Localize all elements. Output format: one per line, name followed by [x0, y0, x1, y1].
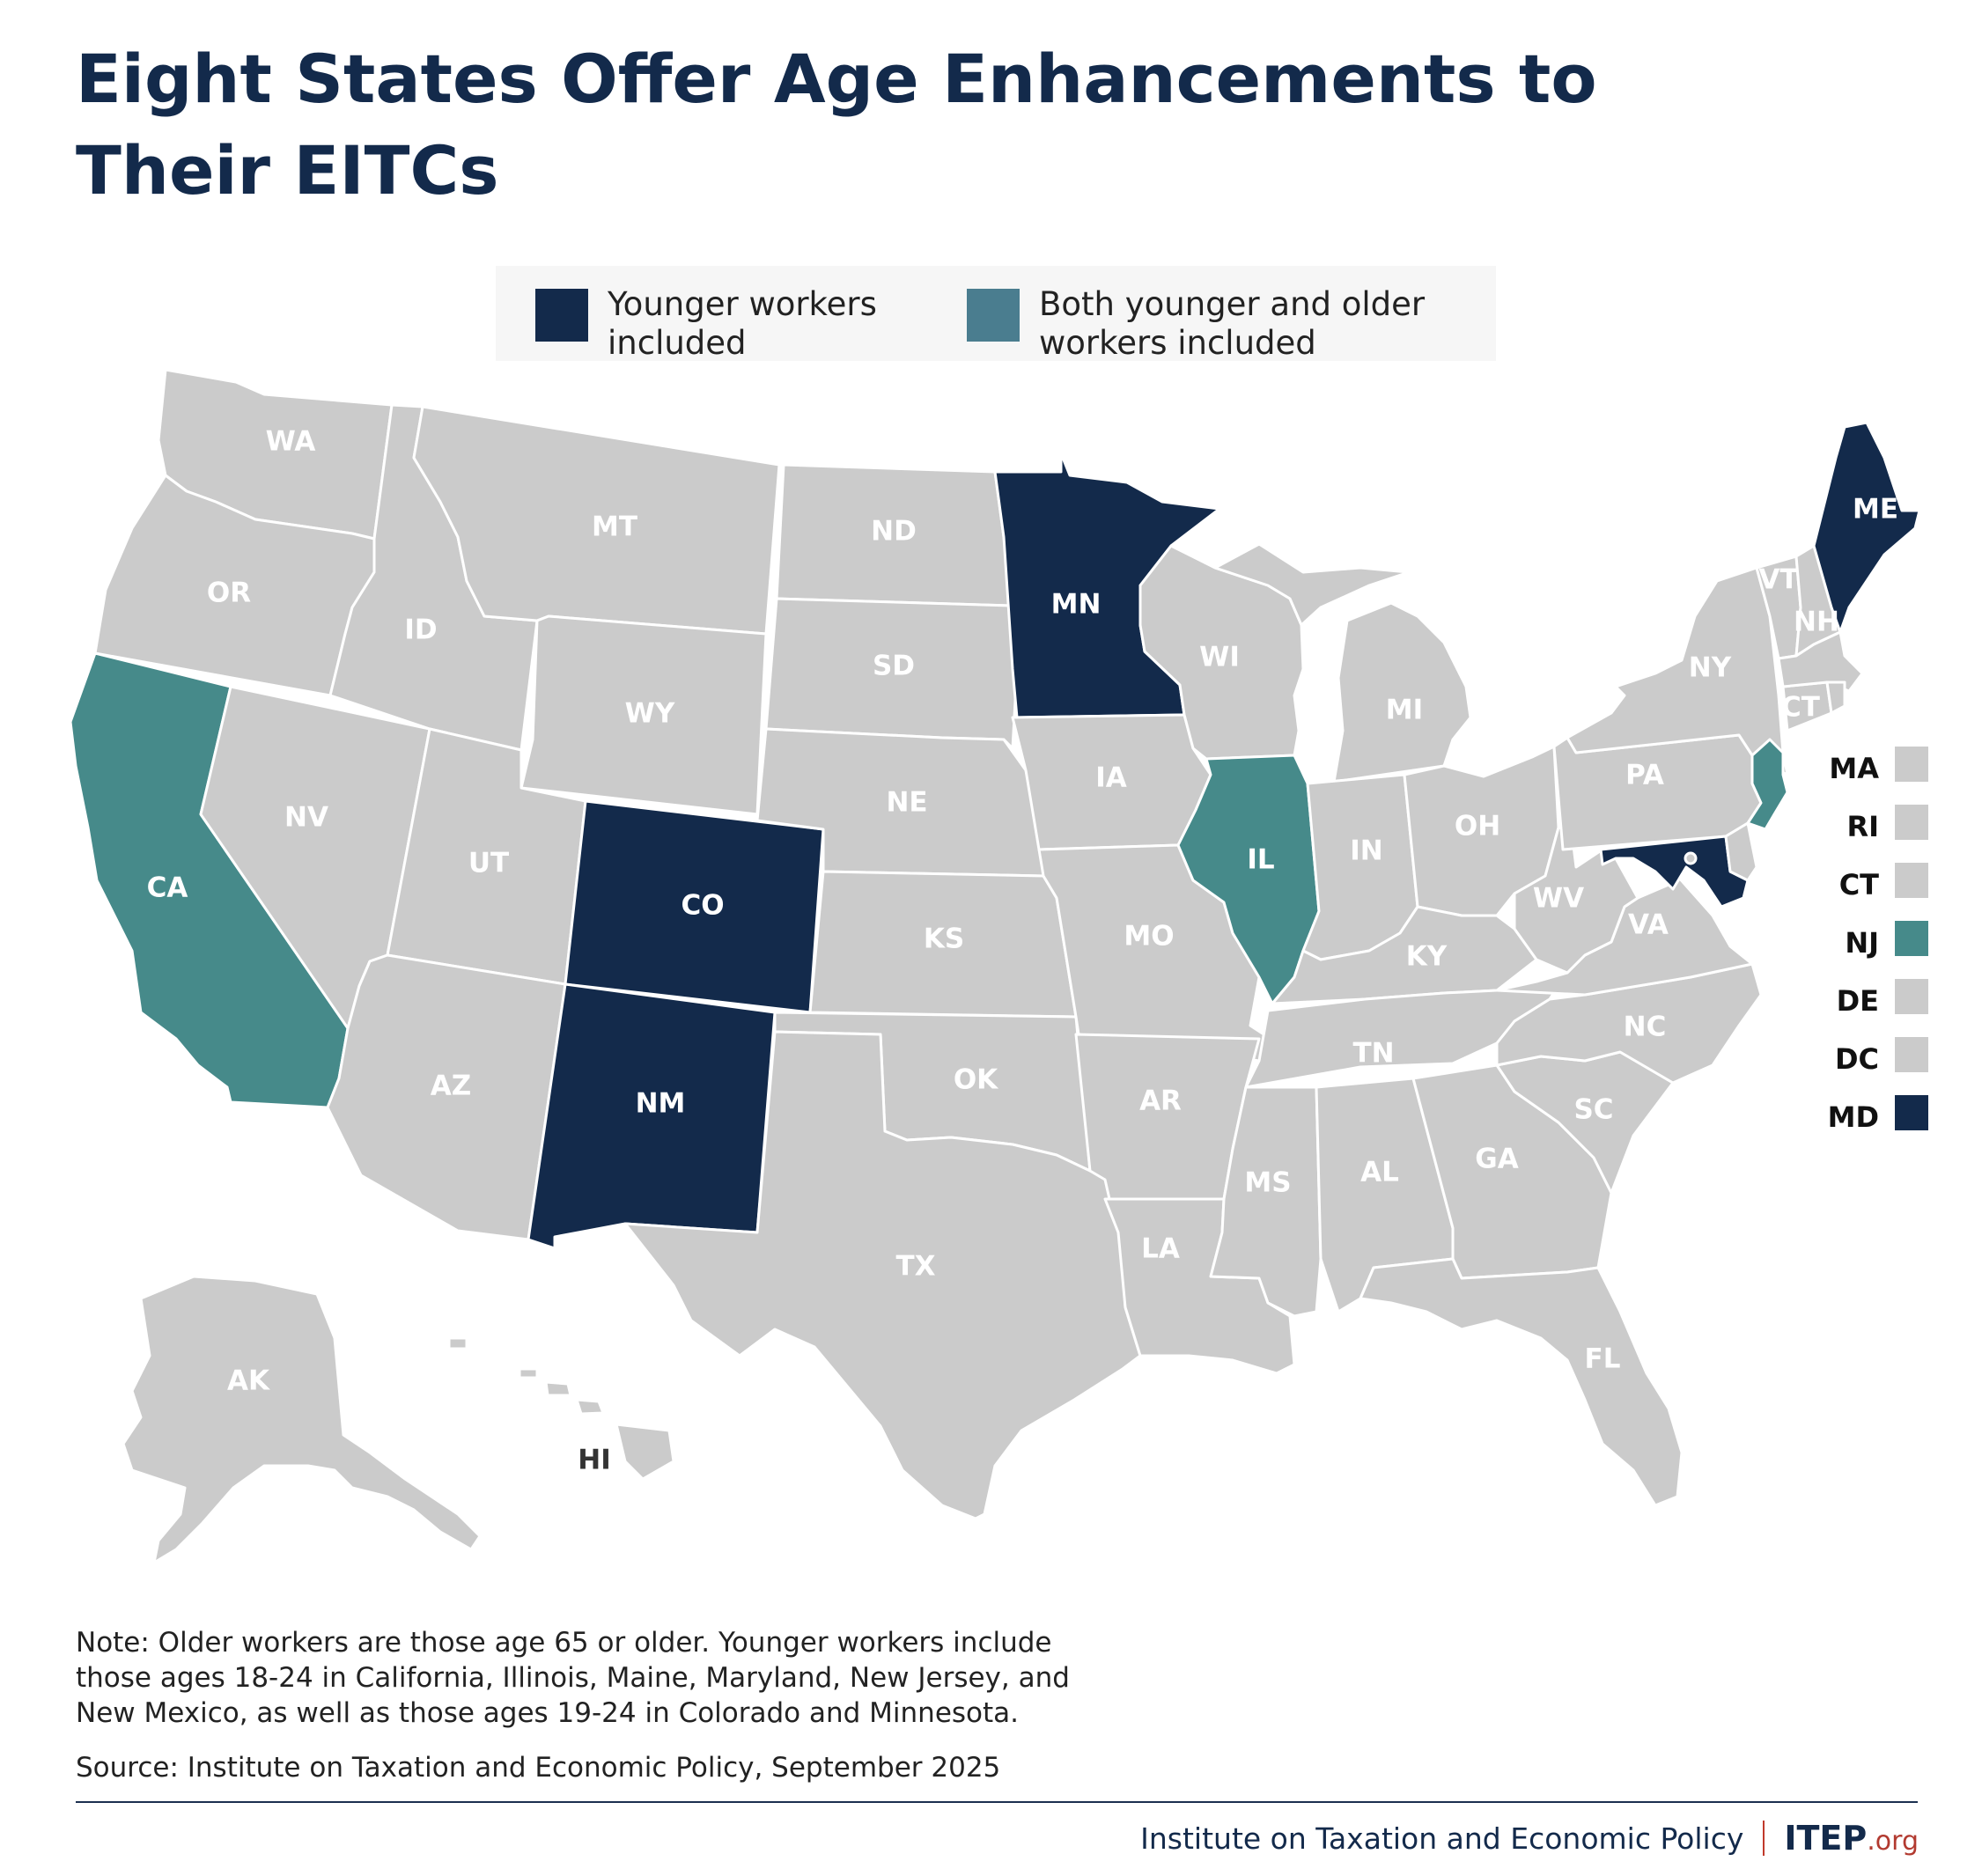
state-tx [623, 1030, 1142, 1520]
state-label-ia: IA [1095, 762, 1127, 794]
state-label-me: ME [1853, 494, 1898, 526]
footer-org-name: Institute on Taxation and Economic Polic… [1140, 1821, 1744, 1856]
state-label-ms: MS [1244, 1167, 1291, 1199]
small-state-de: DE [1796, 979, 1928, 1037]
source-text: Source: Institute on Taxation and Econom… [76, 1752, 1001, 1784]
footer-logo-main: ITEP [1784, 1819, 1868, 1858]
footer: Institute on Taxation and Economic Polic… [1140, 1819, 1919, 1858]
state-nj [1746, 738, 1789, 831]
state-label-nv: NV [284, 802, 328, 834]
legend-label-younger: Younger workers included [608, 285, 877, 362]
state-label-oh: OH [1455, 811, 1500, 842]
legend-item-both: Both younger and older workers included [967, 285, 1425, 363]
state-ak [122, 1275, 482, 1564]
state-label-pa: PA [1625, 760, 1664, 791]
state-label-al: AL [1360, 1157, 1399, 1188]
state-label-ar: AR [1139, 1085, 1182, 1117]
state-label-ks: KS [924, 923, 964, 955]
small-state-md: MD [1796, 1095, 1928, 1153]
small-state-label: DE [1836, 984, 1879, 1018]
small-states-legend: MA RI CT NJ DE DC MD [1796, 747, 1928, 1153]
note-text: Note: Older workers are those age 65 or … [76, 1627, 1070, 1729]
notes: Note: Older workers are those age 65 or … [76, 1625, 1308, 1785]
state-me [1812, 421, 1921, 634]
small-state-swatch [1895, 747, 1928, 782]
state-label-ny: NY [1689, 652, 1732, 684]
state-label-il: IL [1247, 844, 1274, 876]
state-label-nc: NC [1624, 1012, 1667, 1043]
state-label-sd: SD [873, 651, 915, 682]
state-label-az: AZ [431, 1070, 471, 1102]
footer-divider [76, 1801, 1918, 1803]
state-ma [1777, 630, 1864, 693]
state-label-wa: WA [266, 426, 316, 458]
state-label-nm: NM [636, 1088, 686, 1120]
state-label-wv: WV [1533, 883, 1584, 915]
legend-label-both: Both younger and older workers included [1039, 285, 1426, 362]
small-state-label: MD [1827, 1100, 1879, 1134]
state-label-fl: FL [1585, 1343, 1621, 1375]
state-label-ne: NE [886, 787, 927, 819]
small-state-swatch [1895, 979, 1928, 1014]
small-state-dc: DC [1796, 1037, 1928, 1095]
small-state-label: RI [1846, 810, 1879, 843]
state-label-id: ID [404, 614, 437, 646]
state-label-va: VA [1628, 909, 1669, 941]
state-label-mt: MT [592, 511, 637, 543]
state-label-vt: VT [1758, 564, 1798, 596]
small-state-label: NJ [1845, 926, 1879, 960]
footer-separator [1763, 1821, 1765, 1856]
state-label-ca: CA [147, 872, 188, 904]
small-state-swatch [1895, 805, 1928, 840]
small-state-swatch [1895, 863, 1928, 898]
small-state-nj: NJ [1796, 921, 1928, 979]
small-state-ri: RI [1796, 805, 1928, 863]
small-state-swatch [1895, 1037, 1928, 1072]
state-label-nh: NH [1794, 607, 1839, 638]
state-de [1724, 821, 1758, 882]
state-fl [1359, 1257, 1684, 1507]
state-label-ky: KY [1406, 941, 1448, 973]
state-label-or: OR [207, 578, 251, 609]
state-label-wi: WI [1199, 642, 1240, 673]
state-label-tx: TX [895, 1251, 935, 1283]
small-state-swatch [1895, 1095, 1928, 1130]
state-hi [447, 1336, 675, 1481]
state-mt [412, 405, 781, 636]
state-label-mn: MN [1051, 589, 1102, 621]
state-label-tn: TN [1352, 1038, 1394, 1070]
legend-item-younger: Younger workers included [535, 285, 877, 363]
state-label-wy: WY [625, 698, 675, 730]
small-state-label: CT [1838, 868, 1879, 901]
state-label-mi: MI [1386, 695, 1423, 726]
legend-swatch-younger [535, 289, 588, 342]
small-state-ct: CT [1796, 863, 1928, 921]
state-label-ut: UT [468, 848, 509, 879]
state-label-la: LA [1141, 1233, 1180, 1265]
small-state-swatch [1895, 921, 1928, 956]
state-label-ct: CT [1781, 692, 1820, 724]
footer-logo: ITEP.org [1784, 1819, 1919, 1858]
state-label-hi: HI [578, 1445, 610, 1476]
state-label-sc: SC [1573, 1094, 1613, 1126]
state-label-nd: ND [871, 516, 917, 548]
state-label-mo: MO [1124, 921, 1174, 953]
state-label-in: IN [1350, 835, 1382, 867]
small-state-ma: MA [1796, 747, 1928, 805]
state-label-co: CO [681, 890, 724, 922]
state-label-ak: AK [227, 1365, 270, 1397]
map-legend: Younger workers included Both younger an… [496, 266, 1496, 363]
state-label-ga: GA [1475, 1144, 1518, 1175]
page-title: Eight States Offer Age Enhancements to T… [76, 40, 1597, 210]
state-ri [1825, 681, 1846, 715]
state-nm [527, 982, 777, 1250]
small-state-label: MA [1829, 752, 1879, 785]
small-state-label: DC [1834, 1042, 1879, 1076]
dc-dot [1684, 851, 1698, 865]
footer-logo-ext: .org [1867, 1826, 1919, 1857]
legend-swatch-both [967, 289, 1020, 342]
state-mi [1213, 542, 1472, 784]
state-label-ok: OK [954, 1064, 998, 1096]
